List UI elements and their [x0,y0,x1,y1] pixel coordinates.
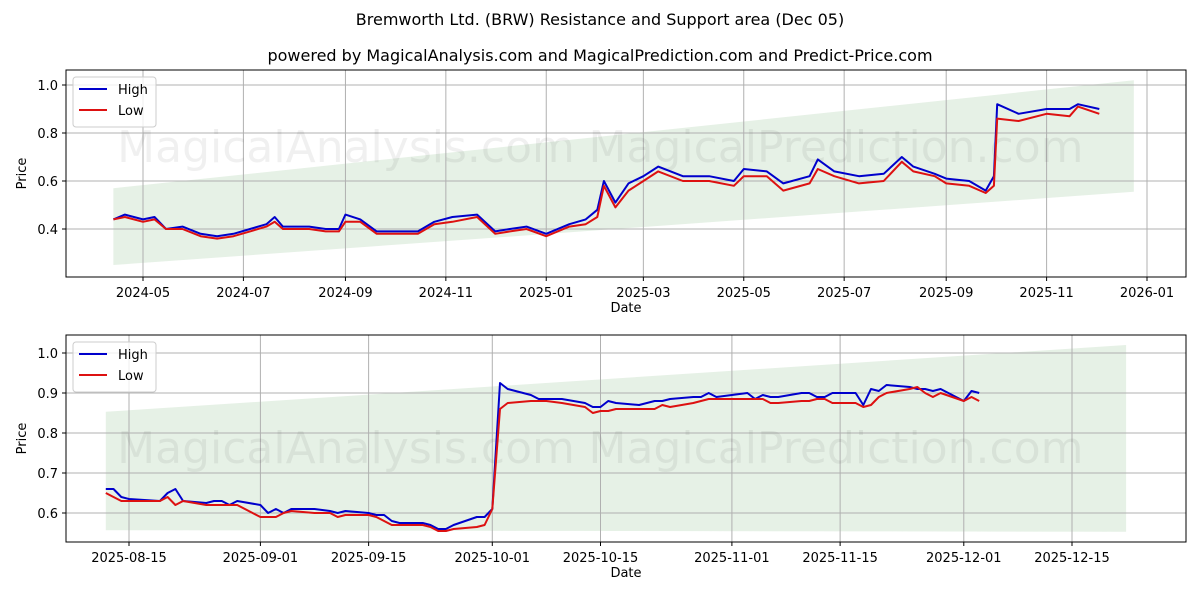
y-tick-label: 0.6 [37,175,58,190]
watermark: MagicalPrediction.com [589,122,1084,173]
support-resistance-band [105,345,1127,532]
y-axis-label: Price [15,158,30,190]
x-tick-label: 2025-10-01 [455,551,531,566]
x-tick-label: 2026-01 [1120,286,1174,301]
x-tick-label: 2025-12-15 [1034,551,1110,566]
legend: High Low [72,341,157,393]
watermark: MagicalAnalysis.com [117,122,575,173]
bottom-chart-panel: MagicalAnalysis.com MagicalPrediction.com… [15,334,1187,581]
y-axis-label: Price [15,423,30,455]
series-high-line [113,103,1100,238]
x-tick-label: 2024-11 [419,286,473,301]
y-tick-label: 1.0 [37,347,58,362]
x-tick-label: 2025-03 [616,286,670,301]
y-tick-label: 0.8 [37,427,58,442]
legend-low-label: Low [118,369,144,384]
y-tick-label: 0.4 [37,223,58,238]
x-tick-label: 2025-09 [919,286,973,301]
y-tick-label: 1.0 [37,79,58,94]
x-tick-label: 2024-09 [318,286,372,301]
x-tick-label: 2025-11 [1019,286,1073,301]
legend: High Low [72,76,157,128]
x-tick-label: 2025-11-15 [802,551,878,566]
x-tick-label: 2024-05 [116,286,170,301]
x-axis-label: Date [610,301,641,316]
y-tick-label: 0.9 [37,387,58,402]
x-axis-label: Date [610,566,641,581]
x-tick-label: 2025-01 [519,286,573,301]
x-tick-label: 2025-07 [817,286,871,301]
x-tick-label: 2025-09-01 [223,551,299,566]
legend-high-label: High [118,348,148,363]
support-resistance-band [113,80,1134,265]
x-tick-label: 2025-12-01 [926,551,1002,566]
series-low-line [113,105,1100,240]
x-tick-label: 2025-11-01 [694,551,770,566]
x-tick-label: 2025-09-15 [331,551,407,566]
legend-low-label: Low [118,104,144,119]
y-tick-label: 0.8 [37,127,58,142]
legend-high-label: High [118,83,148,98]
x-tick-label: 2025-10-15 [563,551,639,566]
x-tick-label: 2024-07 [216,286,270,301]
watermark: MagicalAnalysis.com [117,423,575,474]
watermark: MagicalPrediction.com [589,423,1084,474]
y-tick-label: 0.7 [37,467,58,482]
series-high-line [105,382,980,530]
chart-title: Bremworth Ltd. (BRW) Resistance and Supp… [355,10,845,29]
chart-subtitle: powered by MagicalAnalysis.com and Magic… [267,46,933,65]
x-tick-label: 2025-08-15 [91,551,167,566]
y-tick-label: 0.6 [37,507,58,522]
x-tick-label: 2025-05 [717,286,771,301]
top-chart-panel: MagicalAnalysis.com MagicalPrediction.com… [15,69,1187,316]
series-low-line [105,386,980,532]
